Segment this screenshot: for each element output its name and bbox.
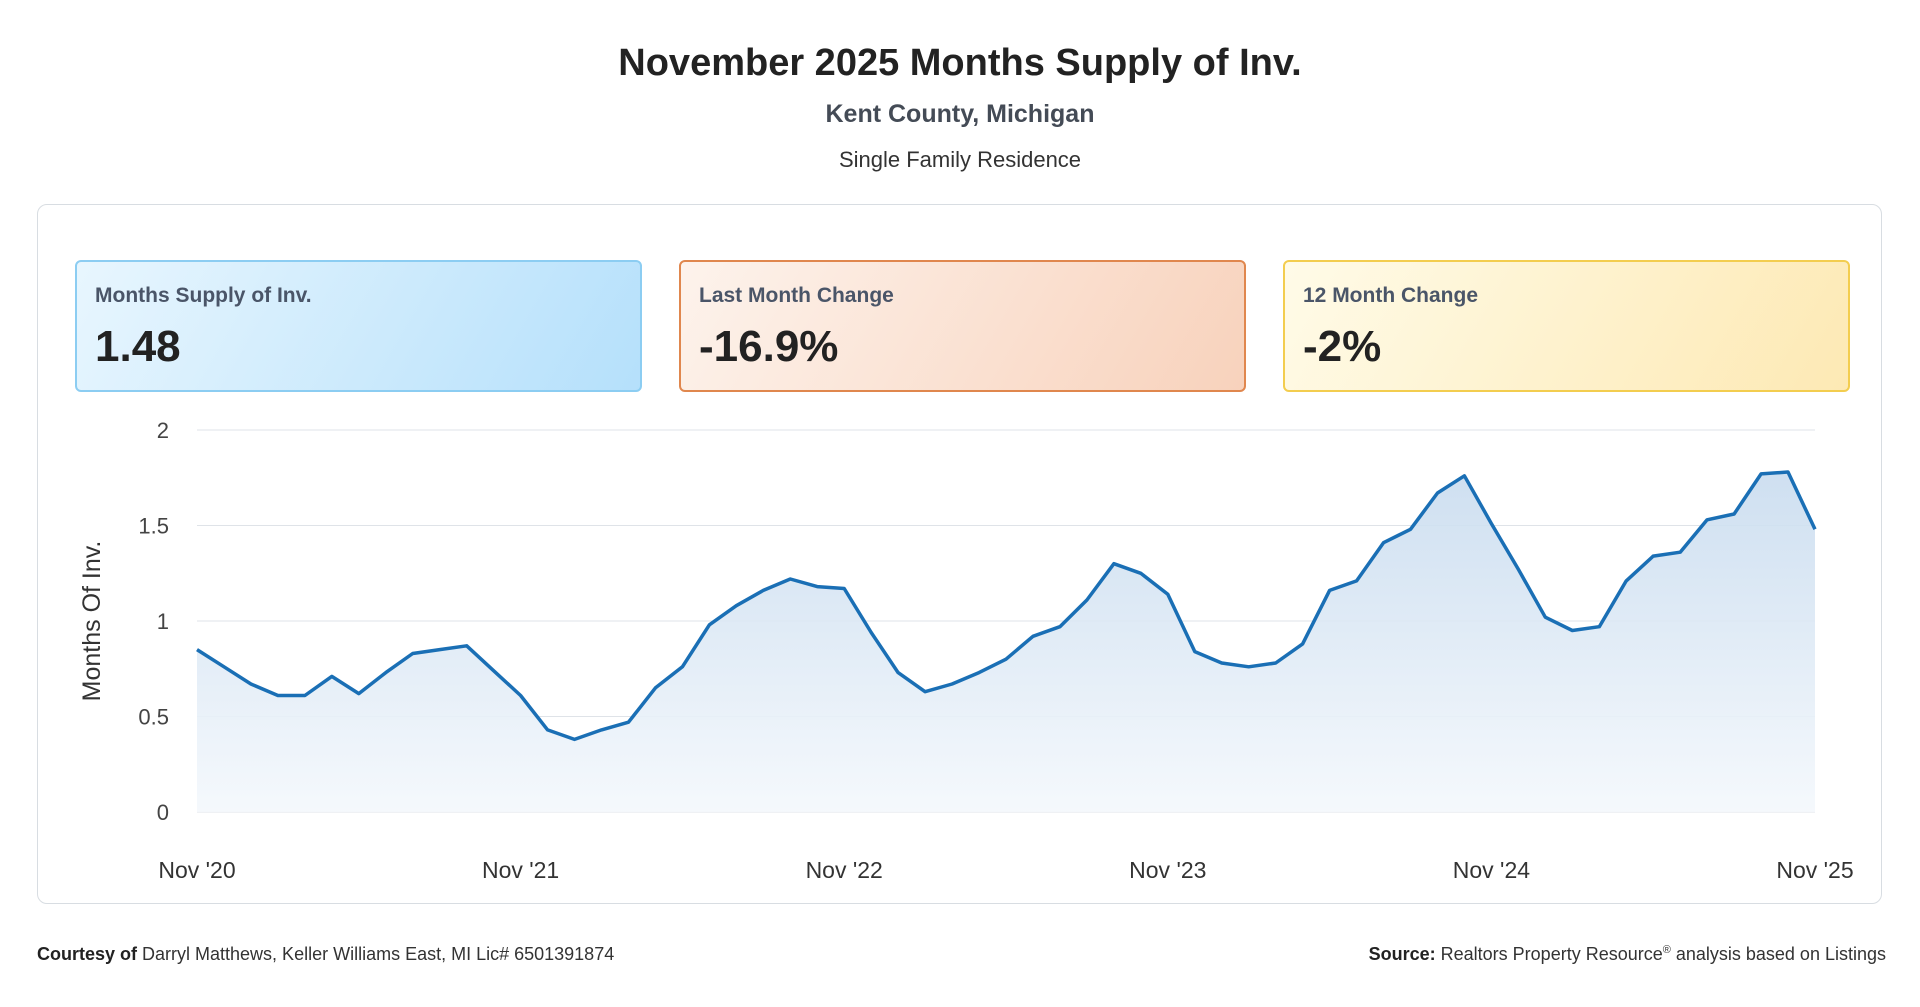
page-title: November 2025 Months Supply of Inv. bbox=[618, 42, 1302, 84]
data-point bbox=[1166, 592, 1170, 596]
data-point bbox=[1382, 541, 1386, 545]
y-tick-label: 1.5 bbox=[138, 514, 169, 539]
data-point bbox=[546, 728, 550, 732]
property-type-label: Single Family Residence bbox=[838, 147, 1082, 172]
card-value: 1.48 bbox=[95, 322, 181, 371]
data-point bbox=[465, 644, 469, 648]
data-point bbox=[680, 665, 684, 669]
data-point bbox=[1462, 474, 1466, 478]
data-point bbox=[519, 693, 523, 697]
data-point bbox=[707, 623, 711, 627]
data-point bbox=[1247, 665, 1251, 669]
x-tick-label: Nov '20 bbox=[158, 857, 235, 883]
data-point bbox=[1085, 598, 1089, 602]
courtesy-text: Darryl Matthews, Keller Williams East, M… bbox=[142, 944, 615, 964]
source-text-2: analysis based on Listings bbox=[1675, 944, 1886, 964]
data-point bbox=[1220, 661, 1224, 665]
data-point bbox=[1435, 491, 1439, 495]
data-point bbox=[1139, 571, 1143, 575]
last-month-change-card: Last Month Change -16.9% bbox=[679, 260, 1246, 392]
data-point bbox=[1570, 629, 1574, 633]
data-point bbox=[438, 648, 442, 652]
x-tick-label: Nov '23 bbox=[1129, 857, 1206, 883]
data-point bbox=[1274, 661, 1278, 665]
y-tick-label: 1 bbox=[157, 609, 169, 634]
data-point bbox=[869, 630, 873, 634]
y-tick-label: 2 bbox=[157, 418, 169, 443]
page-subtitle: Kent County, Michigan bbox=[825, 100, 1095, 128]
x-tick-label: Nov '24 bbox=[1453, 857, 1530, 883]
data-point bbox=[1624, 579, 1628, 583]
data-point bbox=[249, 682, 253, 686]
data-point bbox=[1597, 625, 1601, 629]
card-label: Months Supply of Inv. bbox=[95, 284, 312, 307]
courtesy-label: Courtesy of bbox=[37, 944, 138, 964]
data-point bbox=[411, 651, 415, 655]
x-tick-label: Nov '22 bbox=[806, 857, 883, 883]
data-point bbox=[1786, 470, 1790, 474]
data-point bbox=[600, 728, 604, 732]
data-point bbox=[1301, 642, 1305, 646]
data-point bbox=[896, 671, 900, 675]
series-area bbox=[197, 472, 1815, 812]
card-value: -2% bbox=[1303, 322, 1382, 371]
data-point bbox=[195, 648, 199, 652]
data-point bbox=[950, 682, 954, 686]
data-point bbox=[1409, 527, 1413, 531]
data-point bbox=[788, 577, 792, 581]
card-label: 12 Month Change bbox=[1303, 284, 1479, 307]
card-value: -16.9% bbox=[699, 322, 839, 371]
data-point bbox=[492, 669, 496, 673]
data-point bbox=[384, 671, 388, 675]
data-point bbox=[222, 665, 226, 669]
x-tick-label: Nov '21 bbox=[482, 857, 559, 883]
x-tick-label: Nov '25 bbox=[1776, 857, 1853, 883]
data-point bbox=[761, 588, 765, 592]
source-note: Source: Realtors Property Resource® anal… bbox=[1369, 944, 1886, 965]
data-point bbox=[842, 587, 846, 591]
data-point bbox=[1031, 634, 1035, 638]
y-tick-label: 0 bbox=[157, 800, 169, 825]
data-point bbox=[1193, 650, 1197, 654]
source-text: Realtors Property Resource bbox=[1440, 944, 1663, 964]
data-point bbox=[1705, 518, 1709, 522]
twelve-month-change-card: 12 Month Change -2% bbox=[1283, 260, 1850, 392]
months-supply-card: Months Supply of Inv. 1.48 bbox=[75, 260, 642, 392]
data-point bbox=[815, 585, 819, 589]
data-point bbox=[1813, 527, 1817, 531]
data-point bbox=[923, 690, 927, 694]
data-point bbox=[977, 671, 981, 675]
data-point bbox=[1732, 512, 1736, 516]
data-point bbox=[734, 604, 738, 608]
data-point bbox=[357, 692, 361, 696]
data-point bbox=[626, 720, 630, 724]
courtesy-note: Courtesy of Darryl Matthews, Keller Will… bbox=[37, 944, 614, 965]
data-point bbox=[1759, 472, 1763, 476]
data-point bbox=[1355, 579, 1359, 583]
series-line bbox=[196, 470, 1817, 742]
registered-mark: ® bbox=[1662, 944, 1671, 956]
data-point bbox=[573, 737, 577, 741]
y-axis-title: Months Of Inv. bbox=[78, 541, 106, 702]
data-point bbox=[1489, 522, 1493, 526]
data-point bbox=[1004, 657, 1008, 661]
card-label: Last Month Change bbox=[699, 284, 894, 307]
data-point bbox=[653, 686, 657, 690]
data-point bbox=[276, 693, 280, 697]
data-point bbox=[1112, 562, 1116, 566]
data-point bbox=[1651, 554, 1655, 558]
data-point bbox=[1058, 625, 1062, 629]
data-point bbox=[1543, 615, 1547, 619]
source-label: Source: bbox=[1368, 944, 1436, 964]
y-tick-label: 0.5 bbox=[138, 705, 169, 730]
data-point bbox=[1328, 588, 1332, 592]
data-point bbox=[303, 693, 307, 697]
data-point bbox=[1516, 567, 1520, 571]
data-point bbox=[330, 674, 334, 678]
data-point bbox=[1678, 550, 1682, 554]
